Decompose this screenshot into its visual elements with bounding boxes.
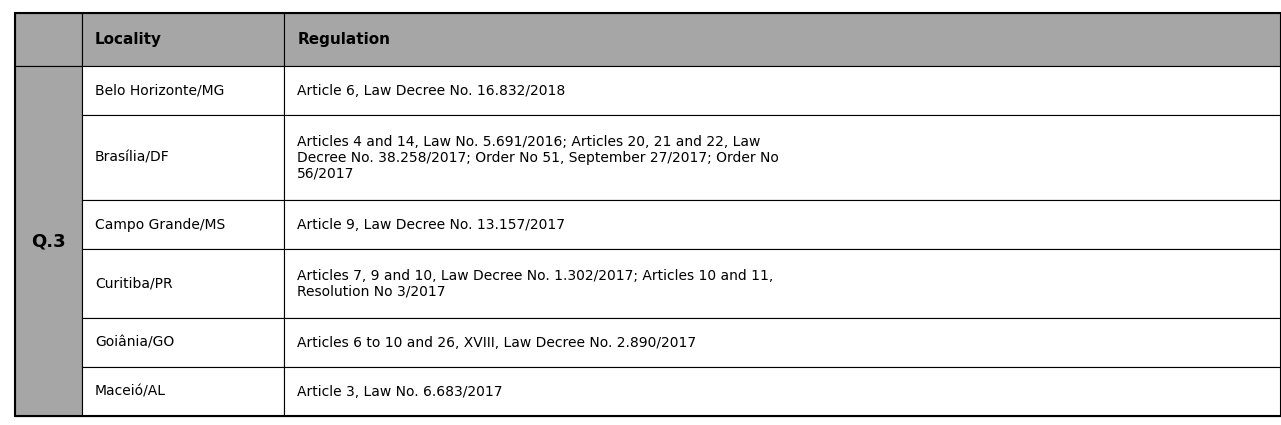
Bar xyxy=(284,13,1281,66)
Bar xyxy=(284,368,1281,416)
Bar xyxy=(82,66,284,115)
Bar xyxy=(82,318,284,368)
Text: Q.3: Q.3 xyxy=(31,232,67,250)
Text: Regulation: Regulation xyxy=(297,32,391,47)
Text: Goiânia/GO: Goiânia/GO xyxy=(95,336,174,350)
Bar xyxy=(82,249,284,318)
Text: Maceió/AL: Maceió/AL xyxy=(95,385,165,399)
Text: Articles 7, 9 and 10, Law Decree No. 1.302/2017; Articles 10 and 11,: Articles 7, 9 and 10, Law Decree No. 1.3… xyxy=(297,269,774,283)
Text: Article 9, Law Decree No. 13.157/2017: Article 9, Law Decree No. 13.157/2017 xyxy=(297,218,565,232)
Text: Belo Horizonte/MG: Belo Horizonte/MG xyxy=(95,84,224,98)
Text: Decree No. 38.258/2017; Order No 51, September 27/2017; Order No: Decree No. 38.258/2017; Order No 51, Sep… xyxy=(297,151,779,165)
Text: Article 3, Law No. 6.683/2017: Article 3, Law No. 6.683/2017 xyxy=(297,385,502,399)
Bar xyxy=(15,13,82,66)
Text: Articles 4 and 14, Law No. 5.691/2016; Articles 20, 21 and 22, Law: Articles 4 and 14, Law No. 5.691/2016; A… xyxy=(297,135,761,149)
Bar xyxy=(284,249,1281,318)
Text: Campo Grande/MS: Campo Grande/MS xyxy=(95,218,225,232)
Bar xyxy=(284,200,1281,249)
Bar xyxy=(82,13,284,66)
Bar xyxy=(284,66,1281,115)
Bar xyxy=(284,318,1281,368)
Text: Article 6, Law Decree No. 16.832/2018: Article 6, Law Decree No. 16.832/2018 xyxy=(297,84,565,98)
Text: Resolution No 3/2017: Resolution No 3/2017 xyxy=(297,284,446,298)
Text: 56/2017: 56/2017 xyxy=(297,166,355,180)
Text: Articles 6 to 10 and 26, XVIII, Law Decree No. 2.890/2017: Articles 6 to 10 and 26, XVIII, Law Decr… xyxy=(297,336,697,350)
Bar xyxy=(82,368,284,416)
Text: Locality: Locality xyxy=(95,32,161,47)
Bar xyxy=(15,66,82,416)
Bar xyxy=(82,200,284,249)
Bar xyxy=(82,115,284,200)
Text: Brasília/DF: Brasília/DF xyxy=(95,151,169,165)
Bar xyxy=(284,115,1281,200)
Text: Curitiba/PR: Curitiba/PR xyxy=(95,277,173,291)
